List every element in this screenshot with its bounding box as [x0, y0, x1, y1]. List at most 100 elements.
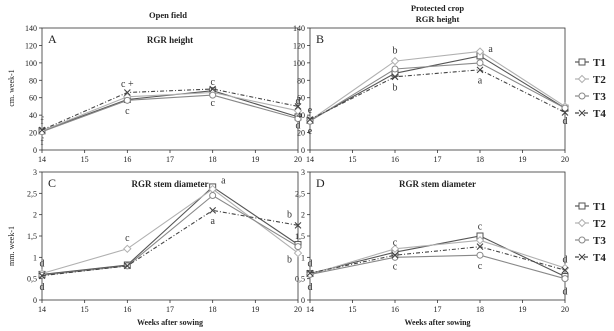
legend-item-t2: T2 [575, 74, 606, 86]
significance-label: b [287, 254, 292, 265]
legend-top: T1 T2 T3 T4 [575, 57, 606, 120]
data-point [391, 253, 399, 261]
data-point [209, 207, 217, 214]
y-tick-label: 0,5 [295, 275, 305, 284]
panel-title: RGR stem diameter [132, 179, 209, 189]
series-t2 [305, 236, 570, 279]
series-line-t1 [41, 186, 299, 275]
data-point [391, 65, 399, 73]
significance-label: c [478, 261, 483, 272]
plot-frame [309, 171, 566, 301]
y-tick-label: 2,5 [27, 189, 37, 198]
data-point [390, 244, 400, 254]
series-line-t1 [41, 90, 299, 132]
legend-label: T2 [593, 218, 606, 230]
significance-label: c [210, 77, 215, 88]
legend-item-t2: T2 [575, 218, 606, 230]
significance-label: c + [121, 79, 134, 90]
legend-label: T3 [593, 91, 606, 103]
chart-panel-d: 0 0,5 1 1,5 2 2,5 3 14 15 16 17 18 19 20 D RGR stem dia… [295, 168, 570, 327]
significance-label: d [308, 282, 313, 293]
plot-frame [41, 27, 299, 151]
x-tick-label: 19 [519, 155, 527, 164]
y-tick-label: 3 [301, 168, 305, 177]
x-tick-label: 14 [38, 155, 46, 164]
y-tick-label: 2 [33, 211, 37, 220]
legend-label: T4 [593, 252, 606, 264]
data-point [38, 128, 46, 136]
series-t4 [38, 85, 302, 134]
y-tick-label: 2 [301, 211, 305, 220]
series-t2 [37, 88, 303, 136]
panel-letter: A [48, 32, 57, 46]
legend-label: T1 [593, 57, 606, 69]
legend-marker [578, 236, 586, 244]
data-point [293, 106, 303, 115]
data-point [294, 243, 302, 251]
y-tick-label: 120 [293, 41, 305, 50]
significance-label: d [296, 96, 301, 107]
series-line-t3 [309, 254, 566, 280]
data-point [123, 244, 132, 254]
legend-label: T1 [593, 201, 606, 213]
significance-label: c [125, 233, 130, 244]
legend-marker [578, 109, 586, 117]
y-tick-label: 1,5 [295, 232, 305, 241]
data-point [476, 243, 484, 251]
data-point [123, 262, 131, 270]
legend-marker [578, 202, 586, 210]
data-point [209, 91, 217, 99]
x-tick-label: 14 [306, 155, 314, 164]
y-tick-label: 100 [25, 59, 37, 68]
y-tick-label: 40 [29, 111, 37, 120]
x-tick-label: 20 [294, 155, 302, 164]
panel-title: RGR height [147, 35, 193, 45]
significance-label: d [563, 254, 568, 265]
data-point [475, 47, 485, 56]
y-tick-label: 60 [29, 94, 37, 103]
x-tick-label: 18 [209, 155, 217, 164]
significance-label: c [125, 106, 130, 117]
legend-marker [578, 58, 586, 66]
panel-letter: D [316, 176, 325, 190]
series-line-t2 [41, 91, 299, 132]
panel-title: Protected crop [411, 3, 465, 13]
x-tick-label: 16 [123, 305, 131, 314]
x-tick-label: 19 [519, 305, 527, 314]
y-tick-label: 100 [293, 59, 305, 68]
data-point [294, 103, 302, 110]
x-tick-label: 19 [251, 305, 259, 314]
data-point [293, 248, 303, 258]
legend-item-t4: T4 [575, 108, 606, 120]
panel-letter: B [316, 32, 324, 46]
legend-label: T4 [593, 108, 606, 120]
legend-label: T2 [593, 74, 606, 86]
legend-marker [578, 253, 586, 261]
significance-label: a [478, 75, 483, 86]
y-tick-label: 0 [33, 146, 37, 155]
y-tick-label: 0 [301, 146, 305, 155]
data-point [561, 266, 569, 274]
data-point [38, 272, 46, 280]
significance-label: b [287, 210, 292, 221]
significance-label: d [308, 259, 313, 270]
data-point [476, 66, 484, 74]
legend-bottom: T1 T2 T3 T4 [575, 201, 606, 264]
y-tick-label: 60 [297, 94, 305, 103]
y-tick-label: 80 [29, 76, 37, 85]
legend-marker [577, 218, 587, 228]
series-t4 [306, 243, 569, 277]
significance-label: a [221, 176, 226, 187]
x-axis-label: Weeks after sowing [137, 318, 203, 327]
series-t3 [306, 59, 569, 125]
x-tick-label: 17 [434, 305, 442, 314]
legend-item-t3: T3 [575, 235, 606, 247]
y-axis-label-height: cm. week-1 [7, 69, 16, 106]
data-point [391, 73, 399, 81]
x-tick-label: 17 [434, 155, 442, 164]
y-tick-label: 140 [293, 24, 305, 33]
series-line-t4 [309, 69, 566, 120]
x-tick-label: 19 [251, 155, 259, 164]
